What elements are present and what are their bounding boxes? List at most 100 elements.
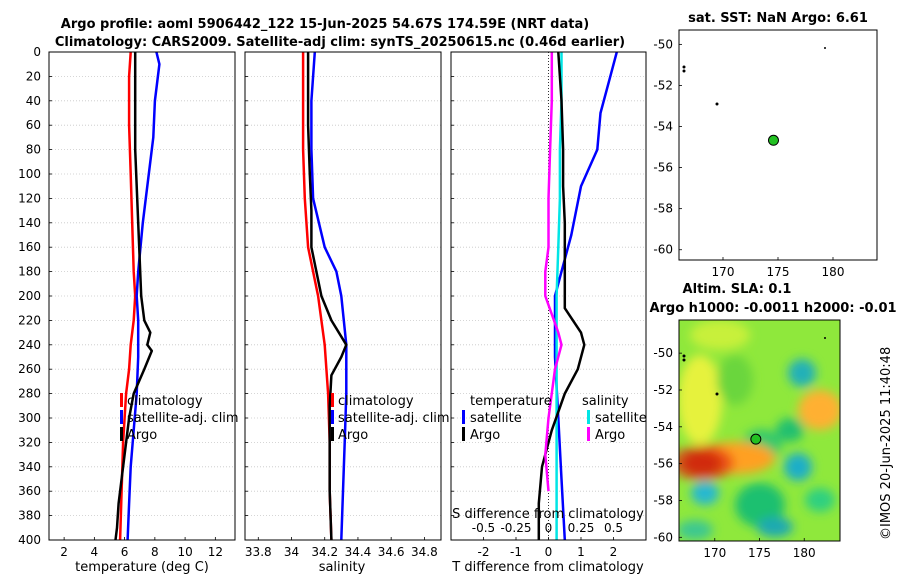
- sla-feature: [776, 418, 804, 442]
- y-tick-label: 200: [18, 289, 41, 303]
- legend-title-temperature: temperature: [470, 394, 552, 409]
- x-tick-label: 180: [793, 546, 816, 560]
- figure-title-line2: Climatology: CARS2009. Satellite-adj cli…: [55, 35, 625, 50]
- legend-swatch-t-argo: [462, 427, 465, 441]
- x-tick-label: 175: [748, 546, 771, 560]
- y-tick-label: -60: [653, 530, 673, 544]
- x-tick-label: 34.4: [345, 545, 372, 559]
- x-tick-label: 175: [767, 265, 790, 279]
- sla-feature: [691, 481, 719, 505]
- y-tick-label: -50: [653, 37, 673, 51]
- salinity-panel: 33.8 34 34.2 34.4 34.6 34.8: [244, 51, 442, 559]
- salinity-legend: climatology satellite-adj. clim Argo: [331, 393, 450, 443]
- island-marker: [682, 354, 686, 358]
- island-marker: [682, 65, 686, 69]
- argo-position-marker: [750, 433, 762, 445]
- legend-label: Argo: [470, 428, 500, 443]
- sla-feature: [679, 355, 722, 445]
- series-line-argo: [306, 52, 348, 540]
- temperature-panel: 0 20 40 60 80 100 120 140 160 180 200 220 240 260 280 3…: [18, 45, 236, 559]
- x-tick-label: 1: [577, 545, 585, 559]
- x-tick-label: 33.8: [245, 545, 272, 559]
- x-tick-label: 180: [822, 265, 845, 279]
- y-tick-label: 400: [18, 533, 41, 547]
- x-tick-label: 170: [712, 265, 735, 279]
- sla-feature: [679, 520, 713, 540]
- legend-label: Argo: [338, 428, 368, 443]
- y-tick-label: 120: [18, 191, 41, 205]
- temperature-xlabel: temperature (deg C): [75, 560, 209, 575]
- y-tick-label: 280: [18, 387, 41, 401]
- x-tick-label: 8: [151, 545, 159, 559]
- sla-feature: [757, 517, 793, 537]
- x-tick-label: 0: [545, 545, 553, 559]
- y-tick-label: 20: [26, 69, 41, 83]
- y-tick-label: -58: [653, 202, 673, 216]
- top-x-tick-label: 0.5: [604, 521, 623, 535]
- sst-map-frame: [678, 29, 878, 261]
- series-group: [301, 52, 348, 540]
- legend-swatch-argo: [120, 427, 123, 441]
- x-tick-label: 34.8: [411, 545, 438, 559]
- legend-swatch-t-satellite: [462, 410, 465, 424]
- sst-map-title: sat. SST: NaN Argo: 6.61: [688, 11, 868, 26]
- y-tick-label: -52: [653, 383, 673, 397]
- plot-frame: [48, 51, 236, 541]
- island-marker: [715, 392, 719, 396]
- difference-legend: temperature salinity satellite Argo sate…: [462, 394, 647, 443]
- y-tick-label: -54: [653, 420, 673, 434]
- y-tick-label: 40: [26, 94, 41, 108]
- difference-panel: -2 -1 0 1 2 -0.5 -0.25 0 0.25 0.5: [450, 51, 647, 559]
- y-tick-label: 100: [18, 167, 41, 181]
- sst-map: 170 175 180 -50 -52 -54 -56 -58 -60: [653, 29, 878, 279]
- x-tick-label: 4: [91, 545, 99, 559]
- island-marker: [824, 47, 826, 49]
- series-line-s-argo: [544, 52, 563, 492]
- legend-swatch-climatology: [120, 393, 123, 407]
- sla-heatmap: [679, 320, 840, 541]
- legend-swatch-s-satellite: [587, 410, 590, 424]
- legend-swatch-argo: [331, 427, 334, 441]
- y-tick-label: 160: [18, 240, 41, 254]
- legend-label: satellite-adj. clim: [338, 411, 450, 426]
- sla-feature: [788, 359, 816, 387]
- legend-swatch-climatology: [331, 393, 334, 407]
- sla-feature: [679, 445, 734, 481]
- legend-swatch-satellite: [120, 410, 123, 424]
- imos-watermark: ©IMOS 20-Jun-2025 11:40:48: [879, 347, 894, 540]
- sla-feature: [735, 483, 785, 527]
- y-tick-label: 260: [18, 362, 41, 376]
- x-tick-label: 6: [121, 545, 129, 559]
- series-line-t-satellite: [553, 52, 619, 540]
- y-tick-label: -58: [653, 493, 673, 507]
- legend-label: climatology: [127, 394, 203, 409]
- y-tick-label: 80: [26, 143, 41, 157]
- y-tick-label: 60: [26, 118, 41, 132]
- top-x-tick-label: 0: [545, 521, 553, 535]
- series-group: [114, 52, 161, 540]
- y-tick-label: 300: [18, 411, 41, 425]
- sla-feature: [717, 355, 753, 405]
- sla-feature: [690, 320, 750, 350]
- top-x-tick-label: 0.25: [568, 521, 595, 535]
- x-tick-label: 34.6: [378, 545, 405, 559]
- salinity-xlabel: salinity: [319, 560, 366, 575]
- x-tick-label: 12: [208, 545, 223, 559]
- series-line-satellite-adj-clim: [126, 52, 161, 540]
- x-tick-label: 10: [177, 545, 192, 559]
- island-marker: [682, 358, 686, 362]
- x-tick-label: 34.2: [311, 545, 338, 559]
- y-tick-label: 140: [18, 216, 41, 230]
- top-x-tick-label: -0.5: [472, 521, 495, 535]
- series-line-satellite-adj-clim: [310, 52, 348, 540]
- sla-map-title-line1: Altim. SLA: 0.1: [683, 282, 792, 297]
- y-tick-label: 320: [18, 435, 41, 449]
- y-tick-label: -56: [653, 161, 673, 175]
- series-line-argo: [114, 52, 154, 540]
- y-tick-label: 0: [33, 45, 41, 59]
- y-tick-label: 380: [18, 509, 41, 523]
- sla-feature: [805, 488, 835, 512]
- y-tick-label: 220: [18, 313, 41, 327]
- legend-label: Argo: [595, 428, 625, 443]
